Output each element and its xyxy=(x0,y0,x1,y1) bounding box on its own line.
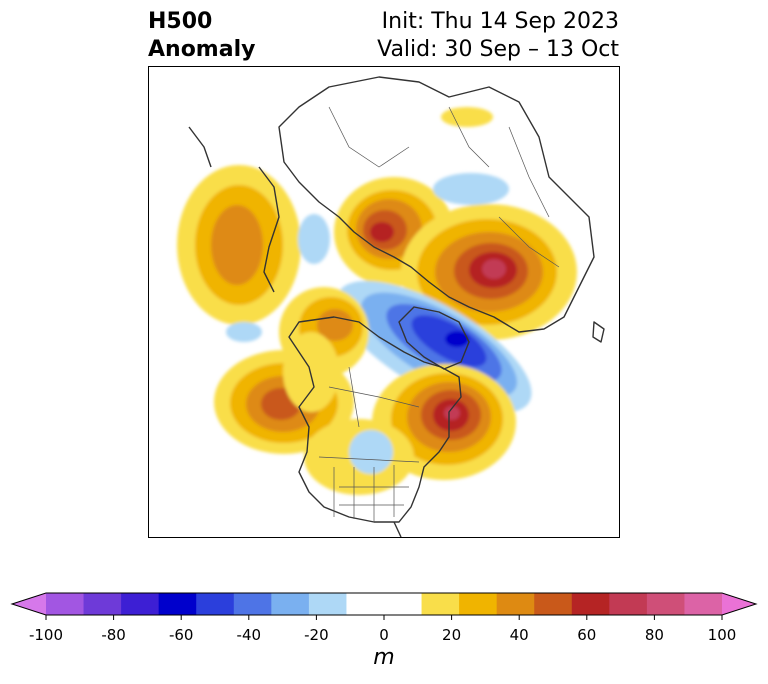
colorbar-tick-label: -80 xyxy=(101,626,126,644)
colorbar-segment xyxy=(233,593,272,615)
colorbar-tick-label: -100 xyxy=(29,626,63,644)
coastlines xyxy=(188,76,605,537)
colorbar-tick-label: 40 xyxy=(510,626,529,644)
colorbar-segment xyxy=(271,593,310,615)
colorbar-ticks: -100 -80 -60 -40 -20 0 20 40 60 80 100 xyxy=(29,615,736,644)
us-state-borders xyxy=(333,465,395,522)
map-dates: Init: Thu 14 Sep 2023 Valid: 30 Sep – 13… xyxy=(377,8,619,64)
british-isles-coast xyxy=(592,321,605,343)
anomaly-fields xyxy=(177,107,577,495)
colorbar-tick-label: 20 xyxy=(442,626,461,644)
anomaly-kara-negative xyxy=(433,173,509,205)
japan-coast xyxy=(188,126,212,168)
colorbar-segment xyxy=(83,593,122,615)
kamchatka-coast xyxy=(258,166,280,293)
colorbar-segment xyxy=(421,593,460,615)
political-borders xyxy=(318,106,560,522)
map-title: H500 Anomaly xyxy=(148,8,255,64)
anomaly-pacific-ridge xyxy=(177,165,301,325)
north-america-coast xyxy=(288,316,462,523)
anomaly-map xyxy=(148,66,620,538)
colorbar-tick-label: -20 xyxy=(304,626,329,644)
colorbar-segment xyxy=(121,593,160,615)
anomaly-arctic-small-positive xyxy=(441,107,493,127)
colorbar-tick-label: -60 xyxy=(169,626,194,644)
anomaly-chukotka-negative xyxy=(226,322,262,342)
colorbar-segment xyxy=(196,593,235,615)
anomaly-label: Anomaly xyxy=(148,37,256,62)
canada-province-borders xyxy=(328,366,420,428)
anomaly-connector xyxy=(283,332,339,412)
anomaly-bering-negative xyxy=(298,214,330,264)
colorbar-tick-label: 100 xyxy=(708,626,737,644)
colorbar-segment xyxy=(646,593,685,615)
variable-label: H500 xyxy=(148,9,213,34)
valid-range: Valid: 30 Sep – 13 Oct xyxy=(377,37,619,62)
anomaly-central-us-trough xyxy=(349,430,393,474)
colorbar-segment xyxy=(308,593,347,615)
eurasia-borders xyxy=(328,106,560,268)
us-canada-border xyxy=(318,456,420,463)
colorbar-unit: m xyxy=(373,645,395,670)
colorbar-tick-label: 80 xyxy=(645,626,664,644)
colorbar-segments xyxy=(10,592,758,616)
colorbar-tick-label: 0 xyxy=(379,626,389,644)
colorbar-segment xyxy=(534,593,573,615)
init-date: Init: Thu 14 Sep 2023 xyxy=(381,9,619,34)
colorbar-arrow-max xyxy=(722,593,756,615)
colorbar: -100 -80 -60 -40 -20 0 20 40 60 80 100 xyxy=(10,592,758,644)
colorbar-segment xyxy=(609,593,648,615)
colorbar-segment xyxy=(459,593,498,615)
florida-coast xyxy=(393,521,402,537)
colorbar-segment xyxy=(46,593,85,615)
colorbar-segment xyxy=(346,593,385,615)
colorbar-segment xyxy=(158,593,197,615)
us-state-borders-horizontal xyxy=(339,486,409,506)
eurasia-coast xyxy=(278,76,595,333)
colorbar-arrow-min xyxy=(12,593,46,615)
colorbar-segment xyxy=(684,593,723,615)
colorbar-segment xyxy=(384,593,423,615)
colorbar-segment xyxy=(571,593,610,615)
greenland-coast xyxy=(398,306,470,370)
colorbar-tick-label: -40 xyxy=(237,626,262,644)
colorbar-tick-label: 60 xyxy=(577,626,596,644)
map-canvas xyxy=(177,76,605,537)
colorbar-segment xyxy=(496,593,535,615)
